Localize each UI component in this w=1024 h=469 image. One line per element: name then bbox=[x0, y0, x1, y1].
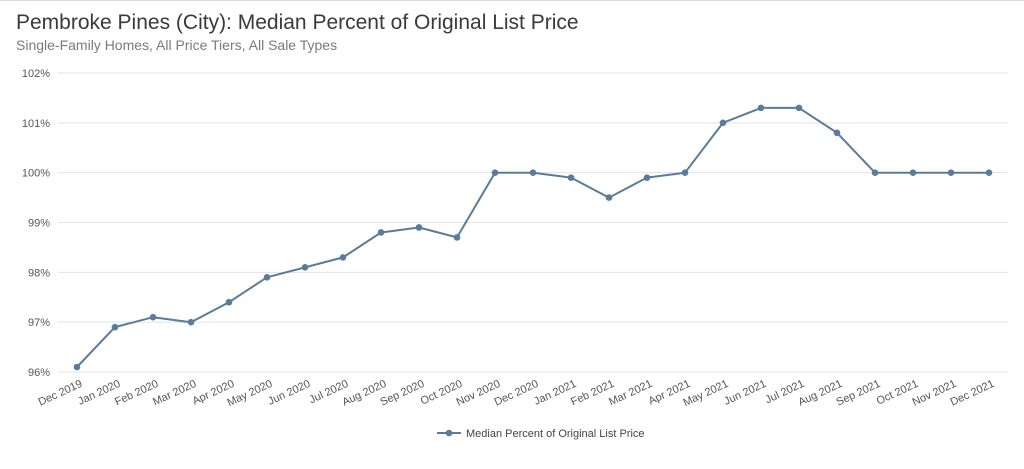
data-point bbox=[187, 318, 195, 326]
x-tick-label: Sep 2021 bbox=[835, 378, 883, 409]
data-point bbox=[947, 169, 955, 176]
data-point bbox=[985, 169, 993, 176]
y-tick-label: 99% bbox=[28, 218, 50, 230]
data-point bbox=[453, 234, 461, 241]
x-tick-label: Dec 2019 bbox=[37, 378, 85, 409]
y-tick-label: 97% bbox=[28, 317, 50, 329]
data-point bbox=[605, 194, 613, 201]
data-point bbox=[871, 169, 879, 176]
data-point bbox=[529, 169, 537, 176]
data-point bbox=[567, 174, 575, 181]
y-axis-ticks: 96% 97% 98% 99% 100% 101% 102% bbox=[22, 68, 50, 379]
y-tick-label: 98% bbox=[28, 267, 50, 279]
chart-subtitle: Single-Family Homes, All Price Tiers, Al… bbox=[16, 37, 338, 53]
data-point bbox=[833, 129, 841, 137]
y-tick-label: 101% bbox=[22, 118, 50, 130]
series-group bbox=[73, 104, 993, 371]
series-line bbox=[76, 106, 989, 368]
legend[interactable]: Median Percent of Original List Price bbox=[437, 428, 645, 440]
data-point bbox=[643, 174, 651, 181]
data-point bbox=[339, 254, 347, 261]
data-point bbox=[301, 264, 309, 271]
data-point bbox=[909, 169, 917, 176]
y-tick-label: 96% bbox=[28, 367, 50, 379]
data-point bbox=[73, 363, 81, 371]
y-tick-label: 100% bbox=[22, 168, 50, 180]
x-tick-label: Mar 2020 bbox=[151, 378, 198, 409]
data-point bbox=[415, 224, 423, 231]
y-tick-label: 102% bbox=[22, 68, 50, 80]
data-point bbox=[263, 274, 271, 281]
data-point bbox=[681, 169, 689, 176]
legend-label: Median Percent of Original List Price bbox=[466, 428, 645, 440]
data-point bbox=[111, 323, 119, 331]
data-point bbox=[491, 169, 499, 176]
x-tick-label: Dec 2021 bbox=[949, 378, 997, 409]
data-point bbox=[225, 298, 233, 306]
x-tick-label: Sep 2020 bbox=[379, 378, 427, 409]
data-point bbox=[719, 119, 727, 127]
chart-title: Pembroke Pines (City): Median Percent of… bbox=[16, 11, 579, 34]
legend-marker bbox=[445, 429, 453, 437]
top-border bbox=[0, 0, 1024, 1]
x-tick-label: Mar 2021 bbox=[607, 378, 654, 409]
x-tick-label: Jun 2020 bbox=[266, 378, 312, 408]
data-point bbox=[795, 104, 803, 112]
grid-lines bbox=[58, 72, 1008, 373]
x-tick-label: Jun 2021 bbox=[722, 378, 768, 408]
data-point bbox=[377, 229, 385, 236]
data-point bbox=[757, 104, 765, 112]
x-tick-label: Dec 2020 bbox=[493, 378, 541, 409]
data-point bbox=[149, 313, 157, 321]
